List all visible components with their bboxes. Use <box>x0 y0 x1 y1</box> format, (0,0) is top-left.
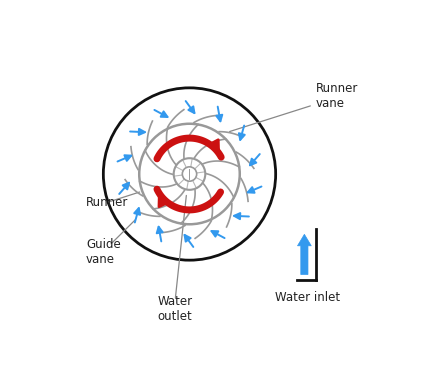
Text: Guide
vane: Guide vane <box>86 238 121 266</box>
Circle shape <box>182 167 197 181</box>
Text: Runner: Runner <box>86 196 128 209</box>
Text: Water inlet: Water inlet <box>275 291 340 304</box>
Text: Water
outlet: Water outlet <box>158 295 193 323</box>
Polygon shape <box>298 234 311 275</box>
Text: Runner
vane: Runner vane <box>316 82 358 110</box>
Circle shape <box>173 158 205 190</box>
